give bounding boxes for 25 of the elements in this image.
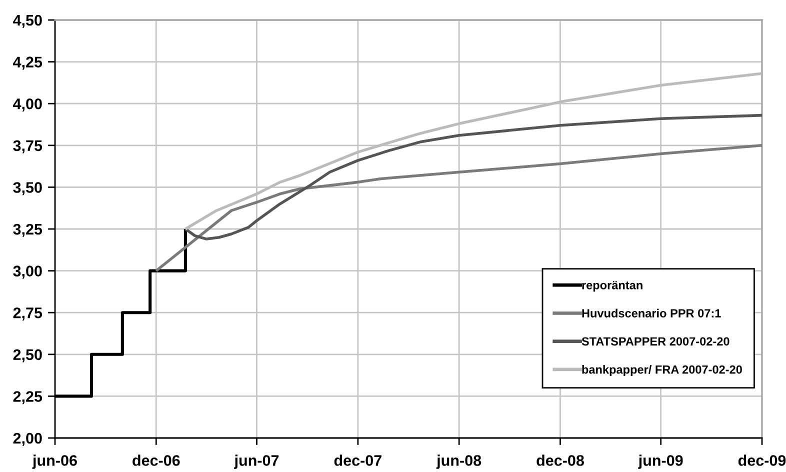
legend-label: Huvudscenario PPR 07:1 xyxy=(582,308,721,318)
y-tick-label: 3,25 xyxy=(13,224,42,237)
x-tick-label: dec-08 xyxy=(536,454,584,466)
legend-label: STATSPAPPER 2007-02-20 xyxy=(582,337,730,346)
x-tick-label: jun-08 xyxy=(436,454,482,469)
legend-label: bankpapper/ FRA 2007-02-20 xyxy=(582,365,742,376)
y-tick-label: 4,25 xyxy=(13,56,42,70)
y-tick-label: 4,00 xyxy=(13,98,42,112)
x-tick-label: jun-09 xyxy=(638,454,683,469)
y-tick-label: 2,50 xyxy=(13,349,42,362)
legend-label: reporäntan xyxy=(582,281,642,292)
line-series xyxy=(154,144,762,272)
y-tick-label: 3,50 xyxy=(13,182,42,196)
x-tick-label: dec-09 xyxy=(738,454,786,466)
y-tick-label: 2,75 xyxy=(13,307,42,320)
x-tick-label: jun-06 xyxy=(32,454,77,469)
y-tick-label: 3,00 xyxy=(13,266,42,279)
x-tick-label: dec-07 xyxy=(334,454,382,466)
line-series xyxy=(184,114,762,240)
x-tick-label: dec-06 xyxy=(132,454,180,466)
y-tick-label: 4,50 xyxy=(13,14,42,28)
x-tick-label: jun-07 xyxy=(234,454,279,469)
y-tick-label: 2,25 xyxy=(13,391,42,404)
y-tick-label: 2,00 xyxy=(13,432,42,446)
y-tick-label: 3,75 xyxy=(13,140,42,154)
